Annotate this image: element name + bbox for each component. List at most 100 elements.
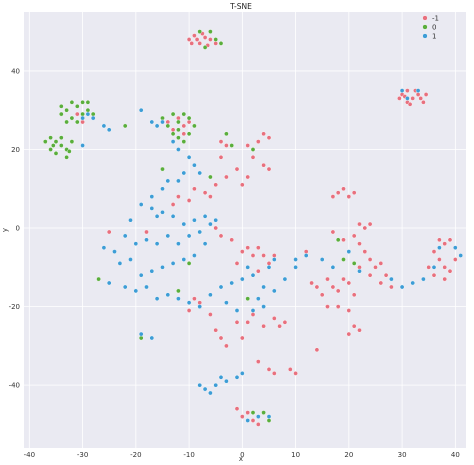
data-point [181,111,187,117]
data-point [165,119,171,125]
data-point [202,45,208,50]
data-point [186,131,192,137]
data-point [314,284,320,290]
data-point [69,115,75,121]
data-point [144,237,149,243]
data-point [106,229,112,235]
data-point [186,261,192,266]
data-point [431,249,437,254]
data-point [80,100,85,105]
data-point [181,123,187,129]
data-point [330,229,336,235]
data-point [67,149,72,154]
data-point [239,276,245,282]
data-point [335,304,341,309]
data-point [255,414,261,419]
legend-entry: 1 [432,33,436,41]
data-point [442,241,448,246]
data-point [80,119,85,125]
data-point [128,217,133,223]
x-tick-label: -40 [24,451,35,459]
data-point [266,414,272,419]
data-point [266,135,272,140]
data-point [154,241,160,246]
data-point [224,343,229,349]
data-point [208,221,213,227]
data-point [224,378,229,384]
data-point [224,300,229,306]
data-point [59,135,64,140]
data-point [170,139,176,144]
data-point [138,335,144,341]
data-point [351,190,357,195]
x-tick-labels: -40 -30 -20 -10 0 10 20 30 40 [24,451,460,459]
data-point [218,335,224,341]
data-point [176,296,181,302]
data-point [357,268,362,274]
data-point [250,272,256,278]
data-point [117,261,123,266]
data-point [218,41,224,46]
data-point [399,284,405,290]
data-point [85,100,91,105]
data-point [293,257,298,262]
data-point [431,272,437,278]
data-point [426,264,432,270]
data-point [234,319,240,325]
data-point [149,206,155,211]
x-tick-label: 0 [240,451,244,459]
data-point [250,312,256,317]
data-point [255,139,261,144]
data-point [208,194,213,199]
y-tick-label: 40 [11,67,20,75]
data-point [149,268,155,274]
data-point [186,154,192,160]
data-point [53,139,59,144]
data-point [69,139,75,144]
data-point [154,213,160,219]
data-point [245,143,250,148]
data-point [250,253,256,258]
data-point [362,249,368,254]
data-points [43,29,464,427]
data-point [138,272,144,278]
grid-lines [24,12,466,448]
data-point [335,190,341,195]
data-point [64,107,69,113]
data-point [208,312,213,317]
data-point [282,276,288,282]
data-point [197,29,202,34]
data-point [186,198,192,203]
data-point [418,96,424,101]
data-point [319,292,325,298]
data-point [250,308,256,313]
data-point [197,300,202,306]
data-point [330,284,336,290]
data-point [325,304,330,309]
data-point [149,194,155,199]
data-point [351,292,357,298]
data-point [341,237,346,243]
y-axis-label: y [1,228,9,232]
data-point [266,261,272,266]
data-point [442,276,448,282]
data-point [261,410,266,415]
data-point [437,237,442,243]
data-point [341,276,346,282]
data-point [405,96,410,101]
data-point [208,37,213,42]
data-point [447,268,453,274]
data-point [367,257,373,262]
data-point [407,102,413,107]
data-point [266,166,272,172]
x-tick-label: -10 [183,451,194,459]
data-point [197,41,202,46]
data-point [303,249,309,254]
data-point [234,308,240,313]
chart-title: T-SNE [229,2,252,11]
data-point [176,119,181,125]
data-point [341,257,346,262]
data-point [202,241,208,246]
data-point [165,233,171,239]
data-point [165,178,171,184]
